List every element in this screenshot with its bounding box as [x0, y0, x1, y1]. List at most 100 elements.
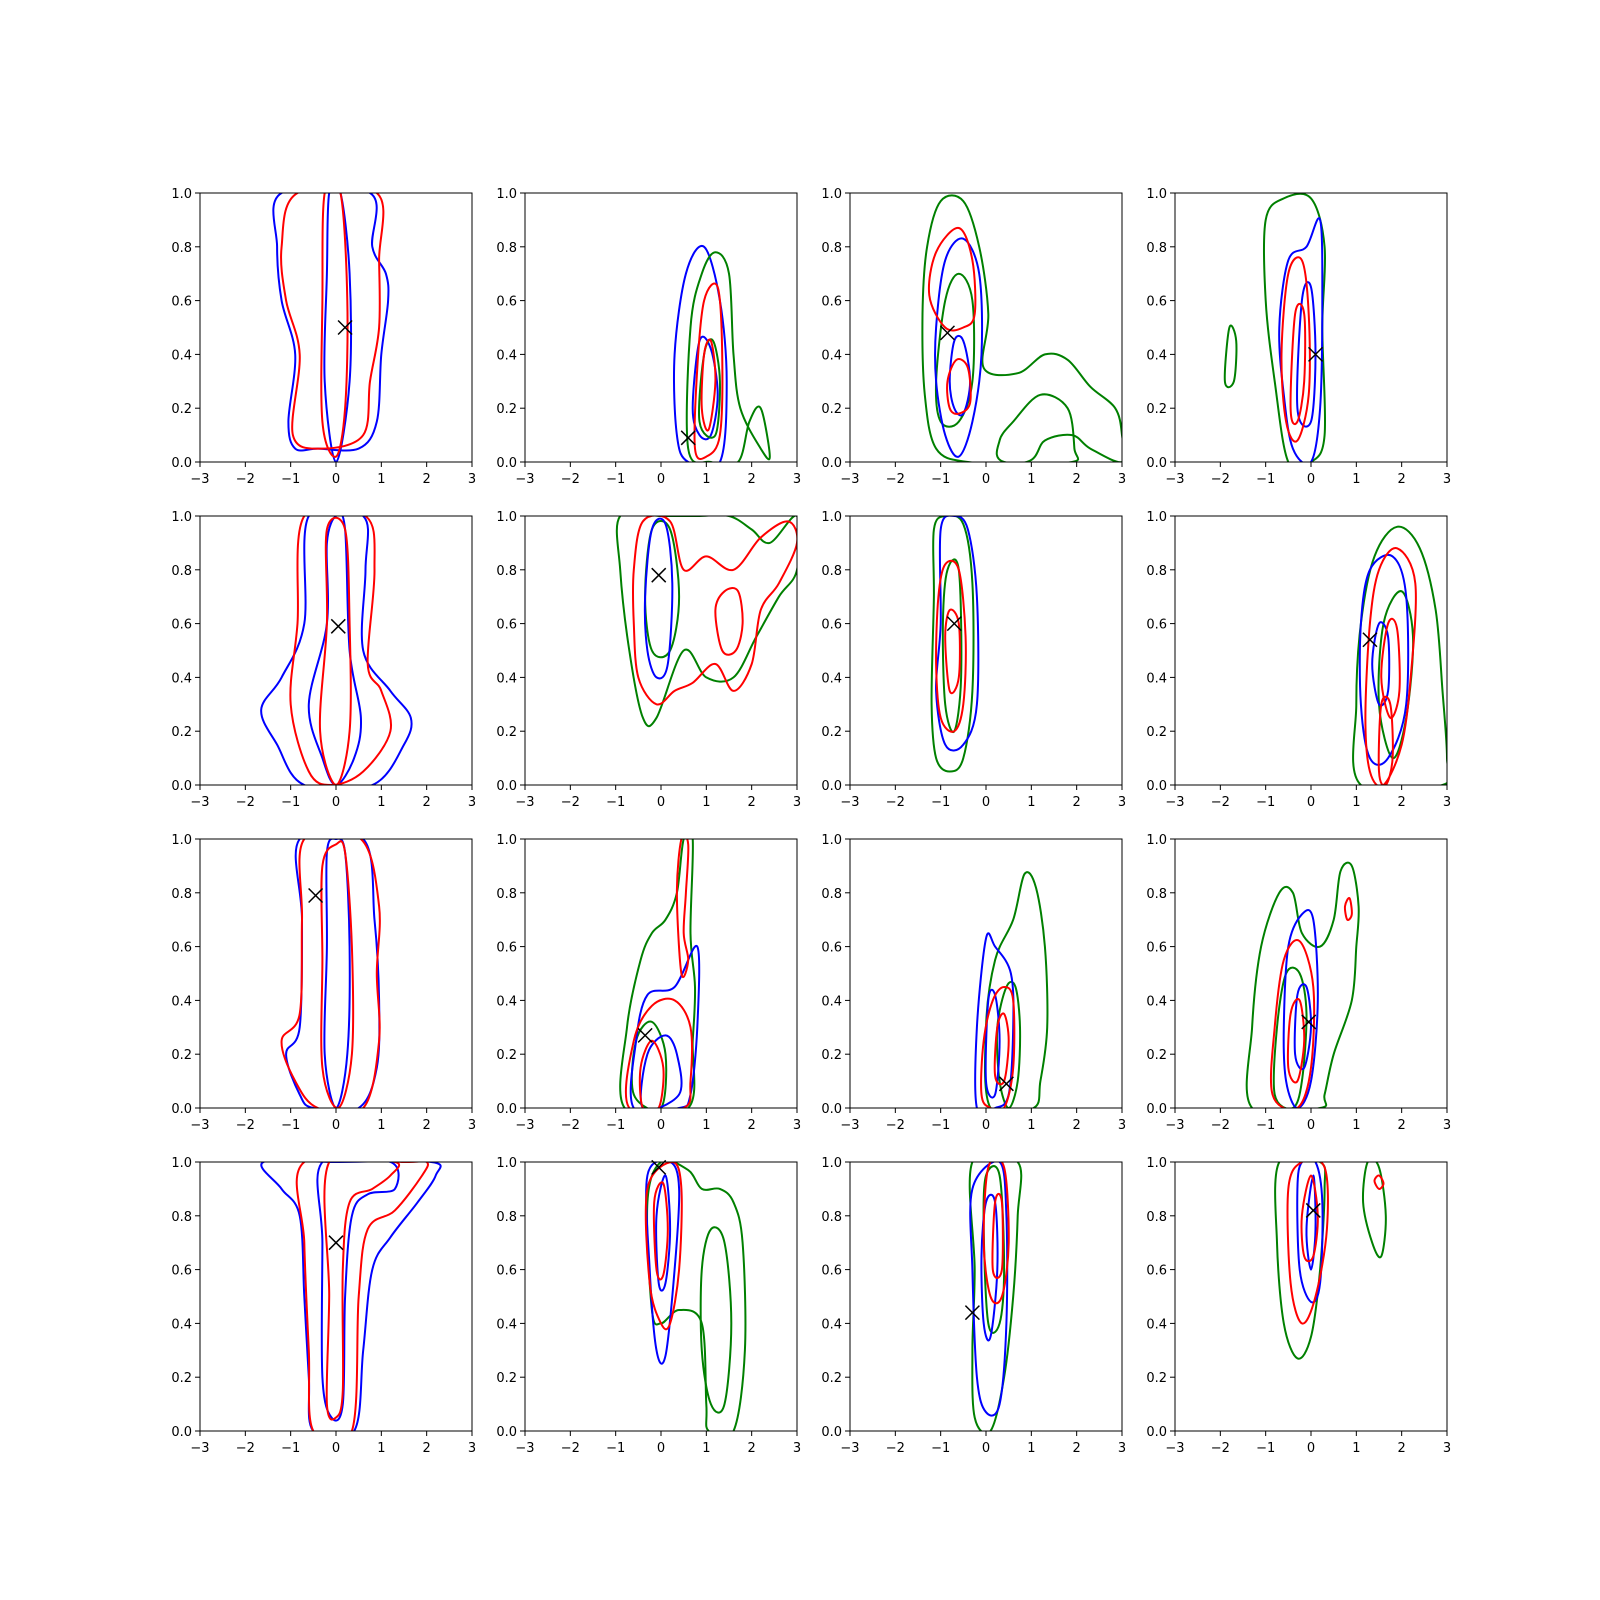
plot-frame: [524, 838, 798, 1109]
x-tick-label: −2: [236, 1118, 255, 1133]
y-tick-label: 0.4: [496, 1317, 517, 1332]
x-marker: [1301, 1014, 1317, 1030]
x-tick-label: 3: [468, 1441, 476, 1456]
y-tick-label: 0.0: [1146, 1425, 1167, 1440]
x-tick-label: −2: [1211, 1118, 1230, 1133]
y-tick-label: 0.2: [1146, 1048, 1167, 1063]
y-tick-label: 1.0: [821, 1156, 842, 1171]
x-tick-label: 1: [1352, 1441, 1360, 1456]
blue-contour-3: [935, 516, 980, 752]
red-contour-7: [1373, 1174, 1385, 1190]
x-tick-label: 0: [982, 472, 990, 487]
blue-contour-3: [974, 932, 1015, 1108]
y-tick-label: 0.8: [1146, 1210, 1167, 1225]
x-tick-label: 2: [1398, 1441, 1406, 1456]
x-tick-label: 0: [332, 795, 340, 810]
contours: [974, 871, 1049, 1108]
y-tick-label: 0.4: [496, 994, 517, 1009]
red-contour-6: [675, 839, 690, 979]
y-tick-label: 0.8: [171, 241, 192, 256]
x-tick-label: 0: [1307, 1441, 1315, 1456]
contours: [1352, 525, 1447, 785]
y-tick-label: 0.8: [1146, 887, 1167, 902]
y-tick-label: 0.6: [496, 618, 517, 633]
x-marker: [337, 319, 353, 336]
x-tick-label: 3: [793, 795, 801, 810]
y-tick-label: 1.0: [821, 833, 842, 848]
y-tick-label: 0.0: [496, 779, 517, 794]
x-tick-label: −2: [236, 472, 255, 487]
red-contour-6: [927, 226, 977, 332]
y-tick-label: 0.4: [1146, 348, 1167, 363]
panel-2-1: −3 −2 −1 0 1 2 3 0.0 0.2 0.4 0.6 0.8 1.0: [171, 510, 476, 810]
panel-4-2: −3 −2 −1 0 1 2 3 0.0 0.2 0.4 0.6 0.8 1.0: [496, 1156, 801, 1456]
y-tick-label: 0.8: [496, 564, 517, 579]
y-tick-label: 0.0: [496, 1102, 517, 1117]
panel-3-2: −3 −2 −1 0 1 2 3 0.0 0.2 0.4 0.6 0.8 1.0: [496, 833, 801, 1133]
y-tick-label: 0.4: [821, 348, 842, 363]
x-marker: [1305, 1202, 1321, 1218]
x-marker: [637, 1027, 653, 1043]
x-tick-label: 0: [657, 795, 665, 810]
x-tick-label: 1: [702, 795, 710, 810]
x-tick-label: 3: [1443, 472, 1451, 487]
green-contour-1: [1262, 193, 1327, 462]
y-tick-label: 0.4: [171, 348, 192, 363]
x-tick-label: −1: [281, 1118, 300, 1133]
x-tick-label: −1: [606, 1118, 625, 1133]
contours: [921, 194, 1122, 462]
x-tick-label: 3: [1443, 795, 1451, 810]
blue-contour-3: [643, 517, 674, 680]
x-tick-label: −2: [236, 1441, 255, 1456]
contours: [968, 1162, 1023, 1431]
x-tick-label: 2: [1073, 1441, 1081, 1456]
y-tick-label: 0.0: [821, 456, 842, 471]
y-tick-label: 0.6: [821, 618, 842, 633]
red-contour-5: [1286, 1162, 1329, 1325]
y-tick-label: 1.0: [1146, 833, 1167, 848]
blue-contour-3: [1282, 908, 1319, 1108]
x-marker: [328, 1235, 344, 1251]
blue-contour-1: [260, 1162, 442, 1431]
x-tick-label: 1: [377, 795, 385, 810]
x-tick-label: −3: [840, 472, 859, 487]
y-tick-label: 0.8: [171, 1210, 192, 1225]
x-tick-label: −2: [1211, 472, 1230, 487]
red-contour-5: [1269, 939, 1316, 1108]
y-tick-label: 0.8: [171, 887, 192, 902]
x-tick-label: −3: [515, 795, 534, 810]
x-tick-label: −2: [886, 795, 905, 810]
panel-4-1: −3 −2 −1 0 1 2 3 0.0 0.2 0.4 0.6 0.8 1.0: [171, 1156, 476, 1456]
x-tick-label: 1: [702, 472, 710, 487]
y-tick-label: 0.6: [821, 295, 842, 310]
y-tick-label: 1.0: [1146, 1156, 1167, 1171]
x-tick-label: −2: [1211, 1441, 1230, 1456]
x-tick-label: −1: [931, 795, 950, 810]
y-tick-label: 0.4: [171, 1317, 192, 1332]
x-tick-label: −1: [1256, 795, 1275, 810]
plot-frame: [199, 1161, 473, 1432]
green-contour-3: [934, 272, 976, 428]
y-tick-label: 0.0: [171, 456, 192, 471]
y-tick-label: 0.6: [821, 941, 842, 956]
red-contour-4: [318, 516, 352, 785]
y-tick-label: 0.8: [496, 887, 517, 902]
y-tick-label: 0.8: [821, 887, 842, 902]
x-tick-label: −3: [190, 1441, 209, 1456]
x-tick-label: −1: [931, 472, 950, 487]
x-tick-label: 0: [982, 795, 990, 810]
contours: [673, 244, 771, 462]
blue-contour-3: [645, 1162, 681, 1365]
x-marker: [946, 616, 962, 632]
x-tick-label: 2: [1073, 795, 1081, 810]
red-contour-5: [1280, 256, 1311, 443]
red-contour-3: [280, 839, 381, 1108]
contours: [1245, 861, 1360, 1108]
plot-frame: [1174, 1161, 1448, 1432]
y-tick-label: 0.6: [1146, 295, 1167, 310]
blue-contour-3: [1296, 1162, 1324, 1304]
red-contour-5: [980, 985, 1016, 1108]
contours: [1274, 1162, 1387, 1360]
x-tick-label: 3: [793, 1441, 801, 1456]
y-tick-label: 0.8: [496, 1210, 517, 1225]
